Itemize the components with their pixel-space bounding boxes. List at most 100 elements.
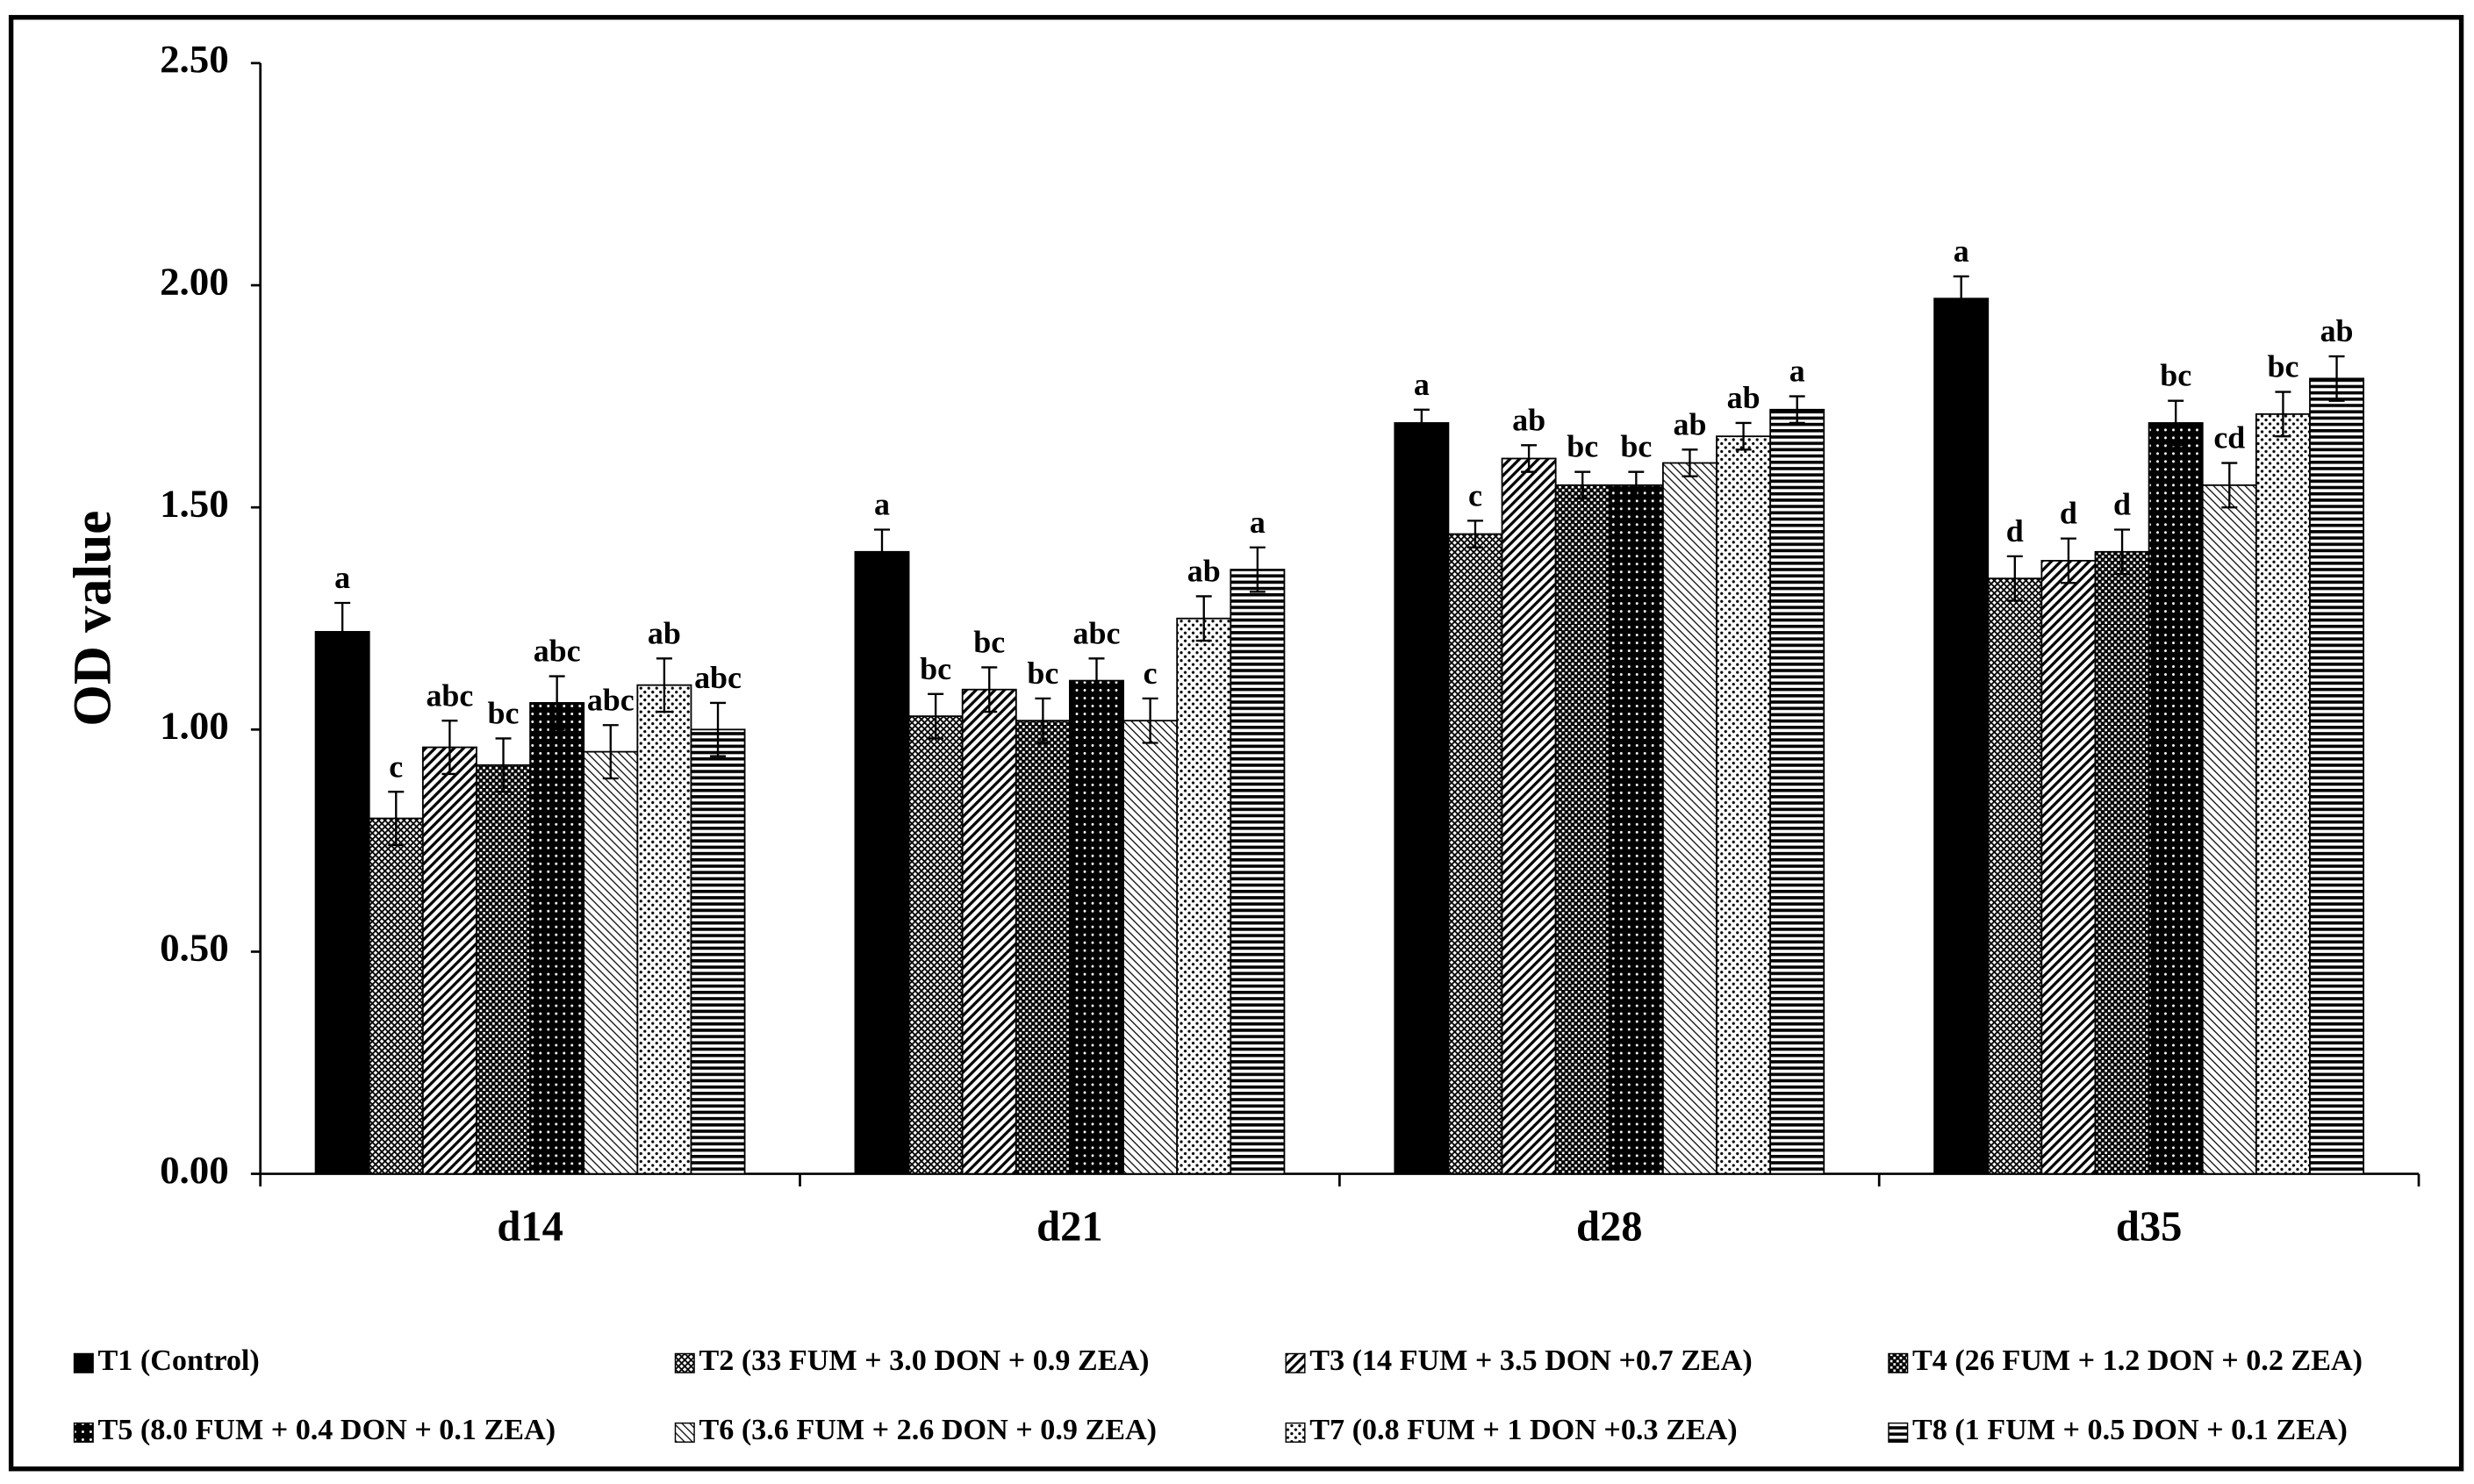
significance-letter: abc [534, 634, 581, 669]
y-tick-label: 0.00 [160, 1148, 229, 1192]
bar [1015, 720, 1071, 1175]
error-bar [388, 791, 405, 847]
error-bar [1249, 546, 1266, 593]
significance-letter: bc [488, 696, 520, 731]
significance-letter: bc [920, 651, 951, 686]
significance-letter: cd [2213, 420, 2245, 455]
error-bar [1628, 470, 1645, 500]
significance-letter: c [389, 749, 403, 784]
significance-letter: abc [587, 682, 635, 717]
legend-swatch [1285, 1352, 1306, 1373]
y-tick-label: 0.50 [160, 926, 229, 970]
legend-label: T1 (Control) [97, 1344, 259, 1377]
bar [1554, 484, 1610, 1175]
error-bar [1195, 595, 1212, 642]
bar [583, 750, 639, 1175]
error-bar [1789, 395, 1805, 425]
error-bar [928, 692, 944, 740]
error-bar [1142, 697, 1158, 744]
y-tick-label: 2.50 [160, 37, 229, 81]
significance-letter: bc [973, 625, 1005, 660]
significance-letter: d [2060, 496, 2077, 531]
bar [529, 702, 585, 1175]
bar [2040, 560, 2097, 1175]
frame [8, 15, 2464, 1472]
bar [2094, 550, 2150, 1175]
error-bar [710, 701, 727, 757]
legend-label: T3 (14 FUM + 3.5 DON +0.7 ZEA) [1309, 1344, 1753, 1377]
significance-letter: a [1414, 367, 1430, 402]
bar [2148, 422, 2204, 1175]
y-tick-label: 2.00 [160, 259, 229, 303]
bar [1662, 462, 1717, 1175]
error-bar [1088, 657, 1105, 705]
legend-label: T2 (33 FUM + 3.0 DON + 0.9 ZEA) [699, 1344, 1149, 1377]
legend-swatch [674, 1352, 695, 1373]
bar [2309, 377, 2365, 1175]
significance-letter: ab [1187, 554, 1221, 589]
x-tick-label: d21 [1036, 1203, 1103, 1250]
legend-swatch [1285, 1422, 1306, 1443]
error-bar [981, 666, 998, 713]
y-axis-title: OD value [64, 511, 123, 727]
bar [1987, 577, 2043, 1175]
error-bar [1953, 275, 1969, 322]
significance-letter: a [1789, 354, 1805, 389]
error-bar [1521, 444, 1538, 473]
significance-letter: ab [648, 615, 681, 650]
bar [1501, 457, 1557, 1175]
bar [314, 631, 370, 1175]
legend-swatch [73, 1422, 94, 1443]
bar [2201, 484, 2257, 1175]
bar [421, 746, 477, 1175]
legend-label: T6 (3.6 FUM + 2.6 DON + 0.9 ZEA) [699, 1414, 1157, 1446]
bar [368, 817, 424, 1175]
error-bar [2275, 391, 2291, 438]
bar [636, 684, 692, 1175]
bar [690, 728, 746, 1175]
significance-letter: abc [694, 660, 742, 695]
error-bar [549, 675, 565, 731]
error-bar [1413, 408, 1430, 438]
error-bar [495, 737, 512, 793]
error-bar [2168, 399, 2184, 447]
significance-letter: a [1250, 505, 1266, 540]
error-bar [874, 528, 890, 576]
bar [1447, 533, 1503, 1175]
bar [1122, 720, 1179, 1175]
error-bar [1682, 448, 1698, 477]
error-bar [656, 657, 672, 713]
significance-letter: a [1954, 233, 1969, 269]
legend-label: T5 (8.0 FUM + 0.4 DON + 0.1 ZEA) [97, 1414, 556, 1446]
y-tick-label: 1.00 [160, 704, 229, 748]
legend-label: T7 (0.8 FUM + 1 DON +0.3 ZEA) [1309, 1414, 1737, 1446]
bar [1769, 408, 1825, 1175]
x-tick-label: d14 [497, 1203, 563, 1250]
error-bar [2328, 355, 2345, 402]
significance-letter: c [1468, 477, 1482, 513]
error-bar [334, 601, 351, 662]
significance-letter: bc [1027, 656, 1058, 691]
y-tick-label: 1.50 [160, 481, 229, 525]
bar [907, 715, 964, 1175]
significance-letter: ab [2320, 313, 2354, 348]
significance-letter: abc [426, 677, 473, 713]
bar [1394, 422, 1450, 1175]
significance-letter: d [2113, 487, 2131, 522]
bar [1176, 617, 1232, 1175]
significance-letter: bc [1620, 429, 1652, 464]
error-bar [1574, 470, 1591, 500]
legend-swatch [73, 1352, 94, 1373]
error-bar [2114, 528, 2131, 576]
bar [1608, 484, 1664, 1175]
bar [961, 688, 1017, 1175]
bar [2255, 412, 2311, 1175]
bar [1069, 679, 1124, 1175]
significance-letter: c [1144, 656, 1158, 691]
bar [1716, 435, 1772, 1175]
x-tick-label: d28 [1576, 1203, 1643, 1250]
error-bar [441, 720, 458, 776]
error-bar [602, 724, 619, 780]
